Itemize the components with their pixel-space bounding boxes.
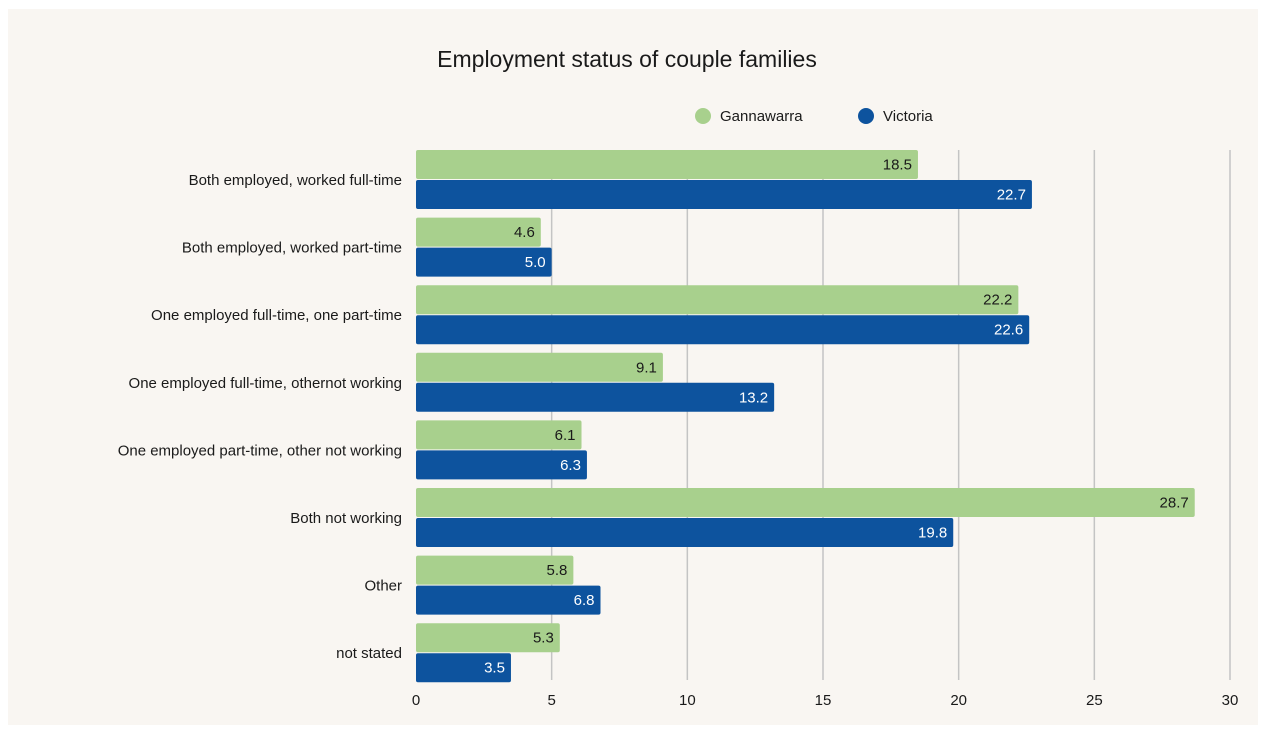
bar-gannawarra-1 <box>416 217 541 247</box>
bars: 18.5 22.7 4.6 5.0 22.2 22.6 9.1 13.2 6.1 6.3 28.7 1… <box>416 150 1195 683</box>
gridlines <box>550 150 1231 680</box>
legend-label-gannawarra: Gannawarra <box>720 108 803 125</box>
bar-victoria-6 <box>416 585 601 615</box>
x-tick-label-30: 30 <box>1222 692 1239 709</box>
legend-marker-gannawarra <box>695 108 711 124</box>
bar-value-label-gannawarra-3: 9.1 <box>636 359 657 376</box>
bar-value-label-gannawarra-4: 6.1 <box>555 427 576 444</box>
category-label: Both not working <box>290 510 402 527</box>
bar-gannawarra-2 <box>416 285 1019 315</box>
chart-title: Employment status of couple families <box>437 46 817 72</box>
category-label: not stated <box>336 645 402 662</box>
bar-value-label-gannawarra-2: 22.2 <box>983 292 1012 309</box>
bar-value-label-victoria-3: 13.2 <box>739 389 768 406</box>
bar-victoria-5 <box>416 518 954 547</box>
x-tick-label-20: 20 <box>950 692 967 709</box>
bar-victoria-4 <box>416 450 587 480</box>
legend: Gannawarra Victoria <box>695 108 933 125</box>
bar-value-label-gannawarra-6: 5.8 <box>547 562 568 579</box>
category-label: One employed part-time, other not workin… <box>118 442 402 459</box>
legend-label-victoria: Victoria <box>883 108 933 125</box>
bar-gannawarra-0 <box>416 150 918 179</box>
bar-gannawarra-4 <box>416 420 582 450</box>
category-label: Other <box>364 578 402 595</box>
bar-value-label-victoria-0: 22.7 <box>997 187 1026 204</box>
x-tick-label-25: 25 <box>1086 692 1103 709</box>
legend-marker-victoria <box>858 108 874 124</box>
x-tick-label-5: 5 <box>547 692 555 709</box>
value-axis: 0 5 10 15 20 25 30 <box>412 692 1239 709</box>
bar-value-label-victoria-6: 6.8 <box>574 592 595 609</box>
category-label: Both employed, worked part-time <box>182 240 402 257</box>
x-tick-label-10: 10 <box>679 692 696 709</box>
bar-gannawarra-6 <box>416 555 574 585</box>
bar-victoria-7 <box>416 653 511 683</box>
bar-value-label-gannawarra-1: 4.6 <box>514 224 535 241</box>
bar-value-label-victoria-5: 19.8 <box>918 525 947 542</box>
bar-gannawarra-3 <box>416 352 663 382</box>
bar-value-label-victoria-1: 5.0 <box>525 254 546 271</box>
bar-gannawarra-7 <box>416 623 560 653</box>
bar-victoria-3 <box>416 382 775 412</box>
bar-value-label-gannawarra-7: 5.3 <box>533 630 554 647</box>
bar-value-label-victoria-2: 22.6 <box>994 322 1023 339</box>
x-tick-label-15: 15 <box>815 692 832 709</box>
bar-victoria-2 <box>416 315 1030 345</box>
bar-value-label-victoria-4: 6.3 <box>560 457 581 474</box>
bar-value-label-gannawarra-0: 18.5 <box>883 157 912 174</box>
bar-victoria-1 <box>416 247 552 277</box>
category-label: One employed full-time, othernot working <box>129 375 402 392</box>
category-label: One employed full-time, one part-time <box>151 307 402 324</box>
bar-value-label-gannawarra-5: 28.7 <box>1160 495 1189 512</box>
category-label: Both employed, worked full-time <box>189 172 402 189</box>
bar-value-label-victoria-7: 3.5 <box>484 660 505 677</box>
category-axis: Both employed, worked full-time Both empl… <box>118 172 402 662</box>
x-tick-label-0: 0 <box>412 692 420 709</box>
bar-gannawarra-5 <box>416 488 1195 517</box>
bar-victoria-0 <box>416 180 1032 209</box>
